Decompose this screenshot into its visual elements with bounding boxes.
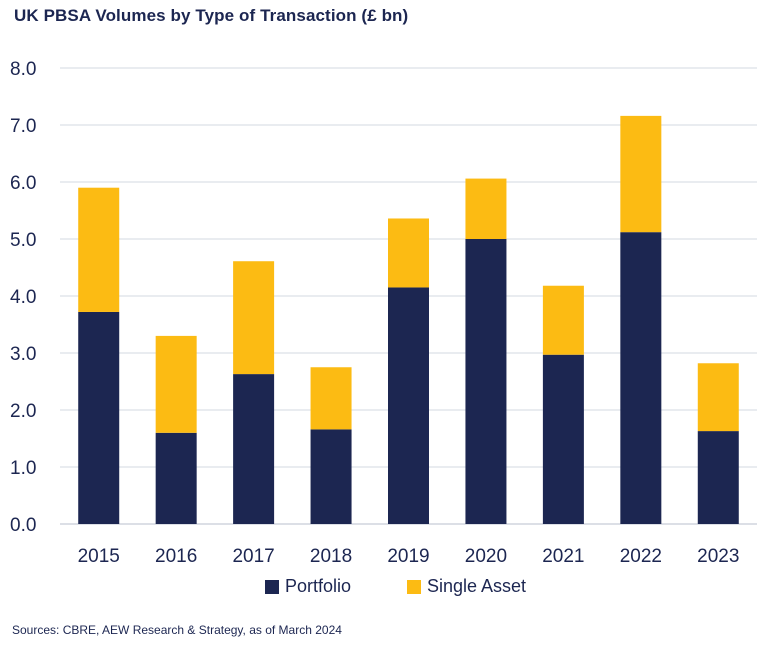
y-tick-label: 5.0 <box>10 230 36 251</box>
x-tick-label: 2018 <box>310 546 352 567</box>
bar-portfolio-2017 <box>233 374 275 524</box>
x-tick-label: 2015 <box>78 546 120 567</box>
y-tick-label: 7.0 <box>10 116 36 137</box>
y-tick-label: 2.0 <box>10 401 36 422</box>
legend-item-portfolio: Portfolio <box>265 576 351 597</box>
bar-single-asset-2021 <box>542 285 584 355</box>
x-tick-label: 2017 <box>232 546 274 567</box>
x-axis-tick-labels: 2015 2016 2017 2018 2019 2020 2021 2022 2023 <box>78 546 740 567</box>
bar-portfolio-2019 <box>388 287 429 524</box>
x-tick-label: 2022 <box>620 546 662 567</box>
bar-portfolio-2021 <box>542 354 584 524</box>
x-tick-label: 2019 <box>387 546 429 567</box>
y-tick-label: 1.0 <box>10 458 36 479</box>
x-tick-label: 2020 <box>465 546 507 567</box>
bar-single-asset-2019 <box>388 218 429 288</box>
source-note: Sources: CBRE, AEW Research & Strategy, … <box>12 623 342 637</box>
bar-portfolio-2022 <box>620 232 662 524</box>
chart-title: UK PBSA Volumes by Type of Transaction (… <box>14 6 409 25</box>
bar-portfolio-2015 <box>78 311 120 524</box>
bar-single-asset-2016 <box>155 335 197 433</box>
x-tick-label: 2023 <box>697 546 739 567</box>
bar-single-asset-2015 <box>78 187 120 312</box>
legend-swatch-portfolio <box>265 579 279 594</box>
bars <box>78 115 739 524</box>
legend: Portfolio Single Asset <box>0 576 775 600</box>
y-tick-label: 8.0 <box>10 59 36 80</box>
bar-single-asset-2022 <box>620 115 662 233</box>
bar-single-asset-2017 <box>233 261 275 375</box>
y-tick-label: 0.0 <box>10 515 36 536</box>
stacked-bar-chart: 0.0 1.0 2.0 3.0 4.0 5.0 6.0 7.0 8.0 2015 2016 2017… <box>10 59 757 567</box>
legend-item-single-asset: Single Asset <box>407 576 526 597</box>
legend-label-single-asset: Single Asset <box>427 576 527 596</box>
bar-portfolio-2023 <box>697 431 739 524</box>
y-axis-tick-labels: 0.0 1.0 2.0 3.0 4.0 5.0 6.0 7.0 8.0 <box>10 59 36 536</box>
legend-swatch-single-asset <box>407 579 421 594</box>
y-tick-label: 3.0 <box>10 344 36 365</box>
y-tick-label: 4.0 <box>10 287 36 308</box>
bar-single-asset-2023 <box>697 363 739 432</box>
bar-portfolio-2016 <box>155 432 197 524</box>
bar-portfolio-2020 <box>465 239 507 524</box>
x-tick-label: 2021 <box>542 546 584 567</box>
bar-single-asset-2020 <box>465 178 507 239</box>
x-tick-label: 2016 <box>155 546 197 567</box>
legend-label-portfolio: Portfolio <box>285 576 352 596</box>
bar-portfolio-2018 <box>310 429 352 524</box>
y-tick-label: 6.0 <box>10 173 36 194</box>
bar-single-asset-2018 <box>310 367 352 430</box>
